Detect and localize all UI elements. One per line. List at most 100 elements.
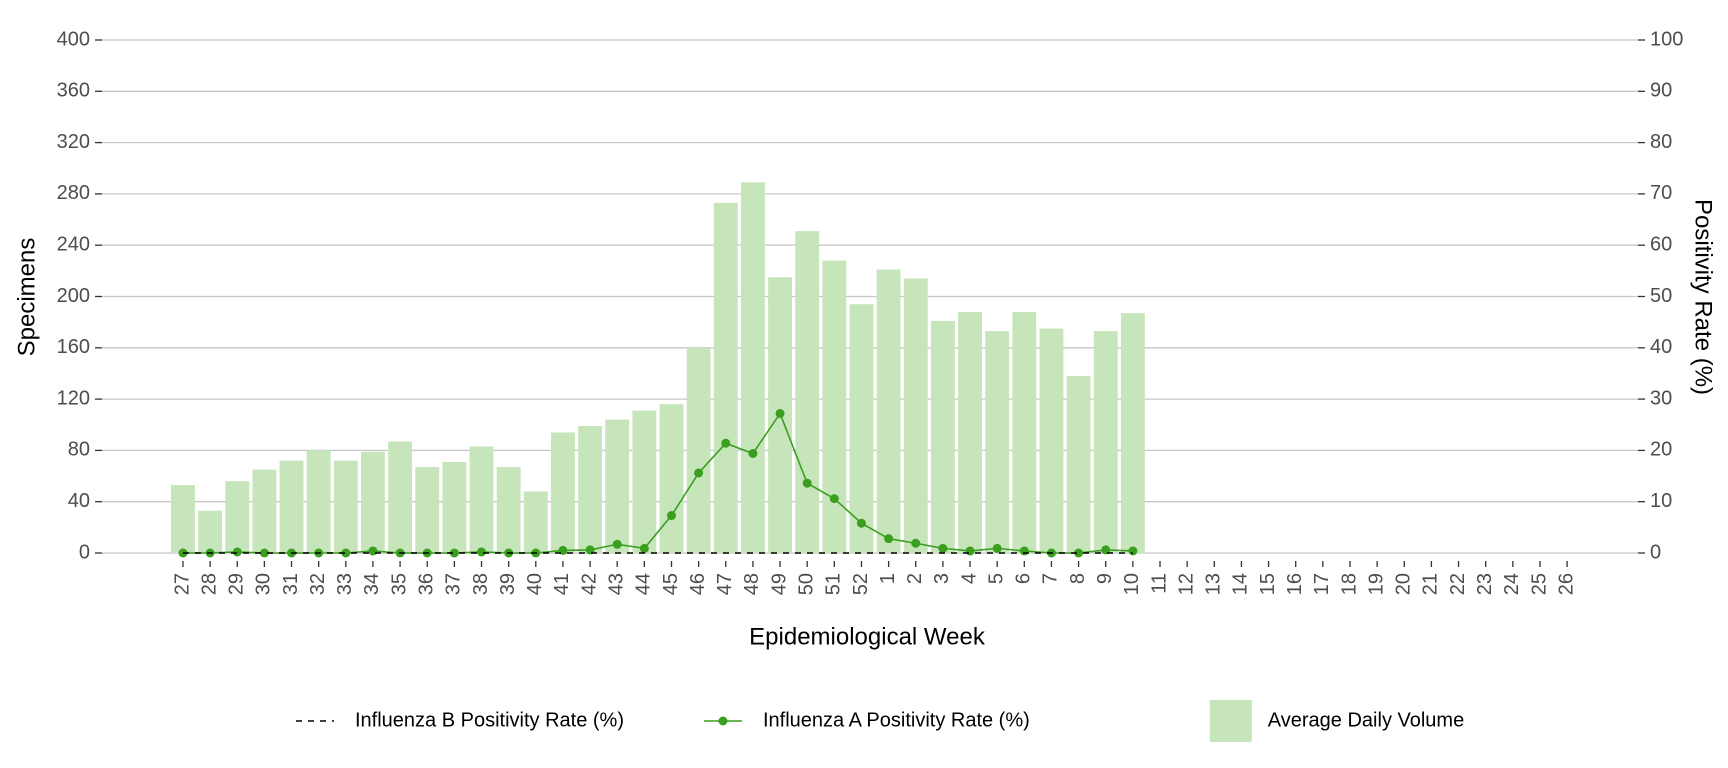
- y2-tick-label: 0: [1650, 541, 1661, 563]
- point: [1128, 546, 1138, 556]
- x-tick-label: 35: [388, 573, 410, 595]
- bar: [225, 481, 250, 553]
- x-tick-label: 7: [1040, 573, 1062, 584]
- bar: [523, 491, 548, 553]
- x-tick-label: 39: [497, 573, 519, 595]
- y2-tick-label: 30: [1650, 387, 1672, 409]
- x-tick-label: 11: [1148, 573, 1170, 594]
- bar: [985, 331, 1010, 553]
- x-tick-label: 1: [877, 573, 899, 584]
- bar: [361, 451, 385, 553]
- x-tick-label: 45: [660, 573, 682, 595]
- bar: [605, 419, 630, 553]
- bar: [496, 467, 521, 553]
- x-tick-label: 34: [361, 573, 383, 595]
- x-tick-label: 26: [1555, 573, 1577, 595]
- y2-tick-label: 40: [1650, 336, 1672, 358]
- x-tick-label: 33: [334, 573, 356, 595]
- x-tick-label: 42: [578, 573, 600, 595]
- point: [1074, 548, 1084, 558]
- point: [965, 546, 975, 556]
- point: [585, 545, 595, 555]
- point: [232, 547, 242, 557]
- x-tick-label: 8: [1067, 573, 1089, 584]
- x-tick-label: 13: [1203, 573, 1225, 595]
- x-tick-label: 3: [931, 573, 953, 584]
- bar: [578, 426, 603, 553]
- x-tick-label: 43: [605, 573, 627, 595]
- y-tick-label: 160: [57, 336, 90, 358]
- y-tick-label: 240: [57, 233, 90, 255]
- bar: [469, 446, 494, 553]
- x-tick-label: 46: [687, 573, 709, 595]
- point: [802, 478, 812, 488]
- point: [884, 534, 894, 544]
- x-tick-label: 50: [795, 573, 817, 595]
- x-tick-label: 40: [524, 573, 546, 595]
- x-axis-title: Epidemiological Week: [749, 623, 986, 650]
- x-tick-label: 51: [823, 573, 845, 595]
- bar: [415, 467, 440, 553]
- y-tick-label: 0: [79, 541, 90, 563]
- x-tick-label: 22: [1447, 573, 1469, 595]
- y-tick-label: 280: [57, 182, 90, 204]
- legend-label: Influenza B Positivity Rate (%): [355, 709, 624, 731]
- x-tick-label: 4: [958, 573, 980, 584]
- bar: [1120, 313, 1145, 553]
- y2-tick-label: 100: [1650, 28, 1683, 50]
- y-tick-label: 200: [57, 285, 90, 307]
- bar: [822, 260, 847, 553]
- x-tick-label: 31: [280, 573, 302, 595]
- x-tick-label: 10: [1121, 573, 1143, 595]
- point: [1019, 546, 1029, 556]
- bar: [1039, 328, 1064, 553]
- point: [938, 543, 948, 553]
- x-tick-label: 21: [1420, 573, 1442, 595]
- x-tick-label: 5: [985, 573, 1007, 584]
- bar: [713, 202, 738, 553]
- x-tick-label: 20: [1393, 573, 1415, 595]
- point: [911, 538, 921, 548]
- point: [666, 511, 676, 521]
- x-tick-label: 44: [633, 573, 655, 595]
- bar: [740, 182, 765, 554]
- point: [477, 547, 487, 557]
- point: [612, 539, 622, 549]
- y-tick-label: 120: [57, 387, 90, 409]
- y2-tick-label: 20: [1650, 439, 1672, 461]
- x-tick-label: 41: [551, 573, 573, 595]
- point: [341, 548, 351, 558]
- x-tick-label: 23: [1474, 573, 1496, 595]
- y-tick-label: 80: [68, 439, 90, 461]
- bar: [795, 231, 820, 553]
- bar: [333, 460, 358, 553]
- x-tick-label: 25: [1528, 573, 1550, 595]
- bar: [1093, 331, 1118, 553]
- bar: [198, 510, 223, 553]
- bar: [279, 460, 304, 553]
- x-tick-label: 30: [253, 573, 275, 595]
- bar: [876, 269, 901, 553]
- bar: [930, 320, 955, 553]
- y2-tick-label: 50: [1650, 285, 1672, 307]
- x-tick-label: 49: [768, 573, 790, 595]
- y2-axis-title: Positivity Rate (%): [1690, 199, 1717, 395]
- x-tick-label: 15: [1257, 573, 1279, 595]
- point: [829, 494, 839, 504]
- y2-tick-label: 90: [1650, 80, 1672, 102]
- x-tick-label: 14: [1230, 573, 1252, 595]
- point: [259, 548, 269, 558]
- legend-label: Influenza A Positivity Rate (%): [763, 709, 1030, 731]
- point: [992, 543, 1002, 553]
- point: [1101, 545, 1111, 555]
- x-tick-label: 47: [714, 573, 736, 595]
- y-tick-label: 400: [57, 28, 90, 50]
- x-tick-label: 48: [741, 573, 763, 595]
- x-tick-label: 6: [1013, 573, 1035, 584]
- y-tick-label: 40: [68, 490, 90, 512]
- x-tick-label: 2: [904, 573, 926, 584]
- bar: [659, 404, 684, 553]
- bar: [958, 311, 982, 553]
- bar: [686, 347, 711, 553]
